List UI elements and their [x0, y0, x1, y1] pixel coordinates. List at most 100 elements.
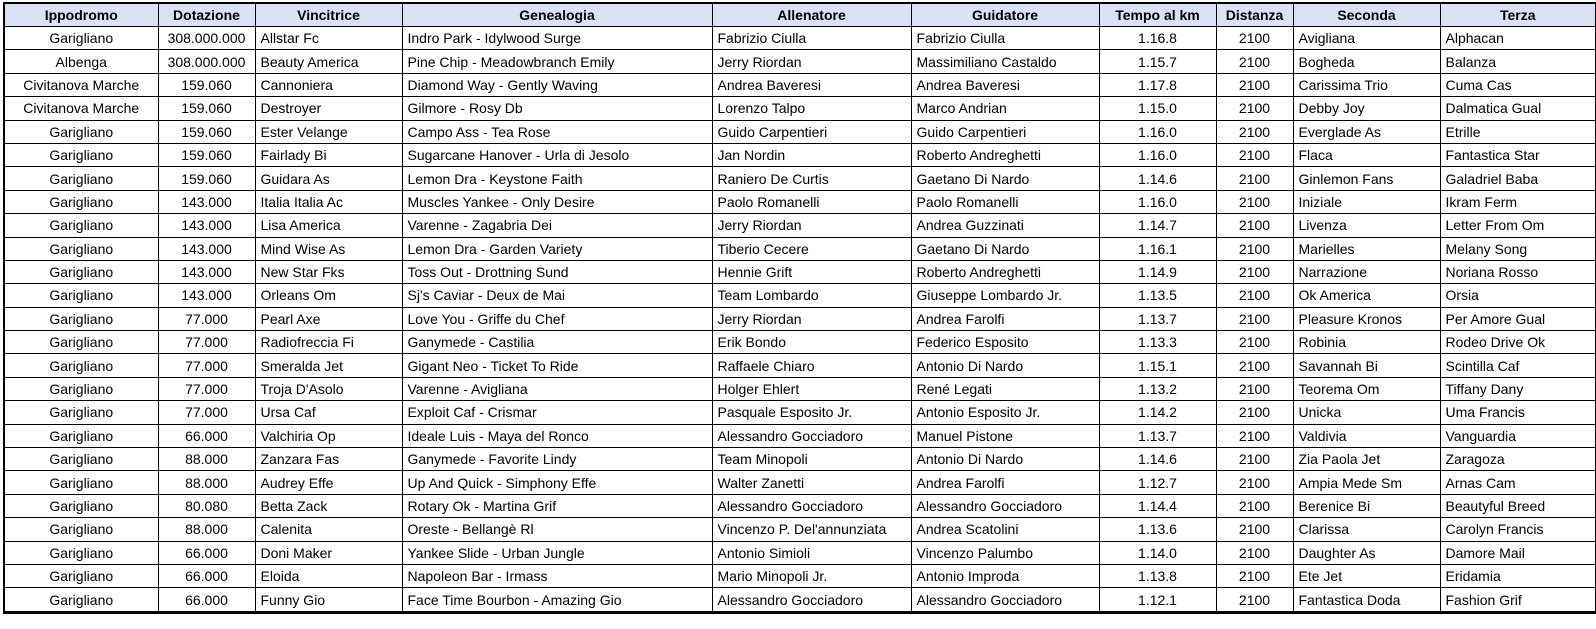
cell-ippodromo[interactable]: Garigliano: [3, 236, 159, 261]
cell-distanza[interactable]: 2100: [1215, 96, 1294, 121]
cell-allenatore[interactable]: Raniero De Curtis: [711, 166, 912, 191]
cell-vincitrice[interactable]: Mind Wise As: [254, 236, 403, 261]
cell-distanza[interactable]: 2100: [1215, 540, 1294, 565]
cell-allenatore[interactable]: Vincenzo P. Del'annunziata: [711, 517, 912, 542]
cell-dotazione[interactable]: 66.000: [157, 540, 256, 565]
cell-vincitrice[interactable]: Italia Italia Ac: [254, 189, 403, 215]
cell-distanza[interactable]: 2100: [1215, 587, 1294, 613]
cell-terza[interactable]: Noriana Rosso: [1439, 259, 1596, 285]
cell-guidatore[interactable]: Marco Andrian: [910, 96, 1100, 121]
cell-allenatore[interactable]: Alessandro Gocciadoro: [711, 587, 912, 613]
cell-guidatore[interactable]: Gaetano Di Nardo: [910, 236, 1100, 261]
cell-ippodromo[interactable]: Garigliano: [3, 587, 159, 613]
cell-dotazione[interactable]: 159.060: [157, 166, 256, 191]
cell-tempo-al-km[interactable]: 1.15.0: [1098, 96, 1217, 121]
cell-ippodromo[interactable]: Garigliano: [3, 400, 159, 425]
cell-vincitrice[interactable]: Destroyer: [254, 96, 403, 121]
cell-vincitrice[interactable]: Lisa America: [254, 213, 403, 238]
cell-vincitrice[interactable]: Betta Zack: [254, 493, 403, 519]
cell-terza[interactable]: Per Amore Gual: [1439, 306, 1596, 332]
cell-ippodromo[interactable]: Garigliano: [3, 189, 159, 215]
cell-genealogia[interactable]: Exploit Caf - Crismar: [401, 400, 713, 425]
cell-terza[interactable]: Melany Song: [1439, 236, 1596, 261]
cell-guidatore[interactable]: Gaetano Di Nardo: [910, 166, 1100, 191]
cell-allenatore[interactable]: Fabrizio Ciulla: [711, 25, 912, 51]
cell-guidatore[interactable]: Roberto Andreghetti: [910, 259, 1100, 285]
cell-distanza[interactable]: 2100: [1215, 423, 1294, 449]
cell-genealogia[interactable]: Napoleon Bar - Irmass: [401, 563, 713, 589]
cell-guidatore[interactable]: Paolo Romanelli: [910, 189, 1100, 215]
cell-vincitrice[interactable]: Calenita: [254, 517, 403, 542]
cell-genealogia[interactable]: Toss Out - Drottning Sund: [401, 259, 713, 285]
cell-guidatore[interactable]: Guido Carpentieri: [910, 119, 1100, 144]
cell-allenatore[interactable]: Erik Bondo: [711, 330, 912, 355]
cell-tempo-al-km[interactable]: 1.13.2: [1098, 376, 1217, 402]
cell-genealogia[interactable]: Diamond Way - Gently Waving: [401, 72, 713, 98]
cell-distanza[interactable]: 2100: [1215, 119, 1294, 144]
column-header-terza[interactable]: Terza: [1439, 2, 1596, 27]
cell-allenatore[interactable]: Team Lombardo: [711, 283, 912, 308]
cell-guidatore[interactable]: Andrea Farolfi: [910, 306, 1100, 332]
cell-seconda[interactable]: Carissima Trio: [1292, 72, 1441, 98]
cell-vincitrice[interactable]: New Star Fks: [254, 259, 403, 285]
cell-terza[interactable]: Zaragoza: [1439, 447, 1596, 472]
cell-distanza[interactable]: 2100: [1215, 306, 1294, 332]
cell-tempo-al-km[interactable]: 1.13.7: [1098, 306, 1217, 332]
cell-vincitrice[interactable]: Ester Velange: [254, 119, 403, 144]
cell-guidatore[interactable]: Massimiliano Castaldo: [910, 49, 1100, 74]
cell-allenatore[interactable]: Team Minopoli: [711, 447, 912, 472]
cell-allenatore[interactable]: Pasquale Esposito Jr.: [711, 400, 912, 425]
cell-ippodromo[interactable]: Garigliano: [3, 563, 159, 589]
cell-allenatore[interactable]: Jerry Riordan: [711, 306, 912, 332]
cell-terza[interactable]: Fantastica Star: [1439, 142, 1596, 168]
cell-seconda[interactable]: Robinia: [1292, 330, 1441, 355]
cell-dotazione[interactable]: 159.060: [157, 119, 256, 144]
cell-terza[interactable]: Dalmatica Gual: [1439, 96, 1596, 121]
cell-terza[interactable]: Etrille: [1439, 119, 1596, 144]
cell-seconda[interactable]: Clarissa: [1292, 517, 1441, 542]
cell-seconda[interactable]: Valdivia: [1292, 423, 1441, 449]
cell-tempo-al-km[interactable]: 1.13.8: [1098, 563, 1217, 589]
cell-vincitrice[interactable]: Funny Gio: [254, 587, 403, 613]
cell-distanza[interactable]: 2100: [1215, 49, 1294, 74]
cell-vincitrice[interactable]: Zanzara Fas: [254, 447, 403, 472]
cell-tempo-al-km[interactable]: 1.12.1: [1098, 587, 1217, 613]
cell-guidatore[interactable]: Vincenzo Palumbo: [910, 540, 1100, 565]
cell-vincitrice[interactable]: Smeralda Jet: [254, 353, 403, 378]
cell-ippodromo[interactable]: Garigliano: [3, 306, 159, 332]
cell-ippodromo[interactable]: Garigliano: [3, 330, 159, 355]
cell-dotazione[interactable]: 77.000: [157, 306, 256, 332]
cell-allenatore[interactable]: Hennie Grift: [711, 259, 912, 285]
cell-guidatore[interactable]: Andrea Farolfi: [910, 470, 1100, 495]
cell-dotazione[interactable]: 66.000: [157, 587, 256, 613]
cell-tempo-al-km[interactable]: 1.16.0: [1098, 119, 1217, 144]
cell-genealogia[interactable]: Ganymede - Castilia: [401, 330, 713, 355]
cell-terza[interactable]: Ikram Ferm: [1439, 189, 1596, 215]
cell-seconda[interactable]: Fantastica Doda: [1292, 587, 1441, 613]
cell-distanza[interactable]: 2100: [1215, 259, 1294, 285]
cell-tempo-al-km[interactable]: 1.13.5: [1098, 283, 1217, 308]
cell-genealogia[interactable]: Lemon Dra - Keystone Faith: [401, 166, 713, 191]
cell-dotazione[interactable]: 159.060: [157, 72, 256, 98]
cell-guidatore[interactable]: Andrea Scatolini: [910, 517, 1100, 542]
cell-distanza[interactable]: 2100: [1215, 189, 1294, 215]
cell-dotazione[interactable]: 143.000: [157, 189, 256, 215]
cell-seconda[interactable]: Daughter As: [1292, 540, 1441, 565]
cell-vincitrice[interactable]: Allstar Fc: [254, 25, 403, 51]
cell-seconda[interactable]: Debby Joy: [1292, 96, 1441, 121]
cell-distanza[interactable]: 2100: [1215, 493, 1294, 519]
cell-dotazione[interactable]: 77.000: [157, 330, 256, 355]
column-header-vincitrice[interactable]: Vincitrice: [254, 2, 403, 27]
cell-genealogia[interactable]: Up And Quick - Simphony Effe: [401, 470, 713, 495]
cell-allenatore[interactable]: Tiberio Cecere: [711, 236, 912, 261]
cell-guidatore[interactable]: Antonio Esposito Jr.: [910, 400, 1100, 425]
cell-allenatore[interactable]: Holger Ehlert: [711, 376, 912, 402]
cell-genealogia[interactable]: Oreste - Bellangè Rl: [401, 517, 713, 542]
cell-allenatore[interactable]: Alessandro Gocciadoro: [711, 423, 912, 449]
cell-distanza[interactable]: 2100: [1215, 563, 1294, 589]
cell-allenatore[interactable]: Mario Minopoli Jr.: [711, 563, 912, 589]
cell-guidatore[interactable]: Manuel Pistone: [910, 423, 1100, 449]
cell-ippodromo[interactable]: Garigliano: [3, 447, 159, 472]
cell-vincitrice[interactable]: Cannoniera: [254, 72, 403, 98]
cell-allenatore[interactable]: Antonio Simioli: [711, 540, 912, 565]
